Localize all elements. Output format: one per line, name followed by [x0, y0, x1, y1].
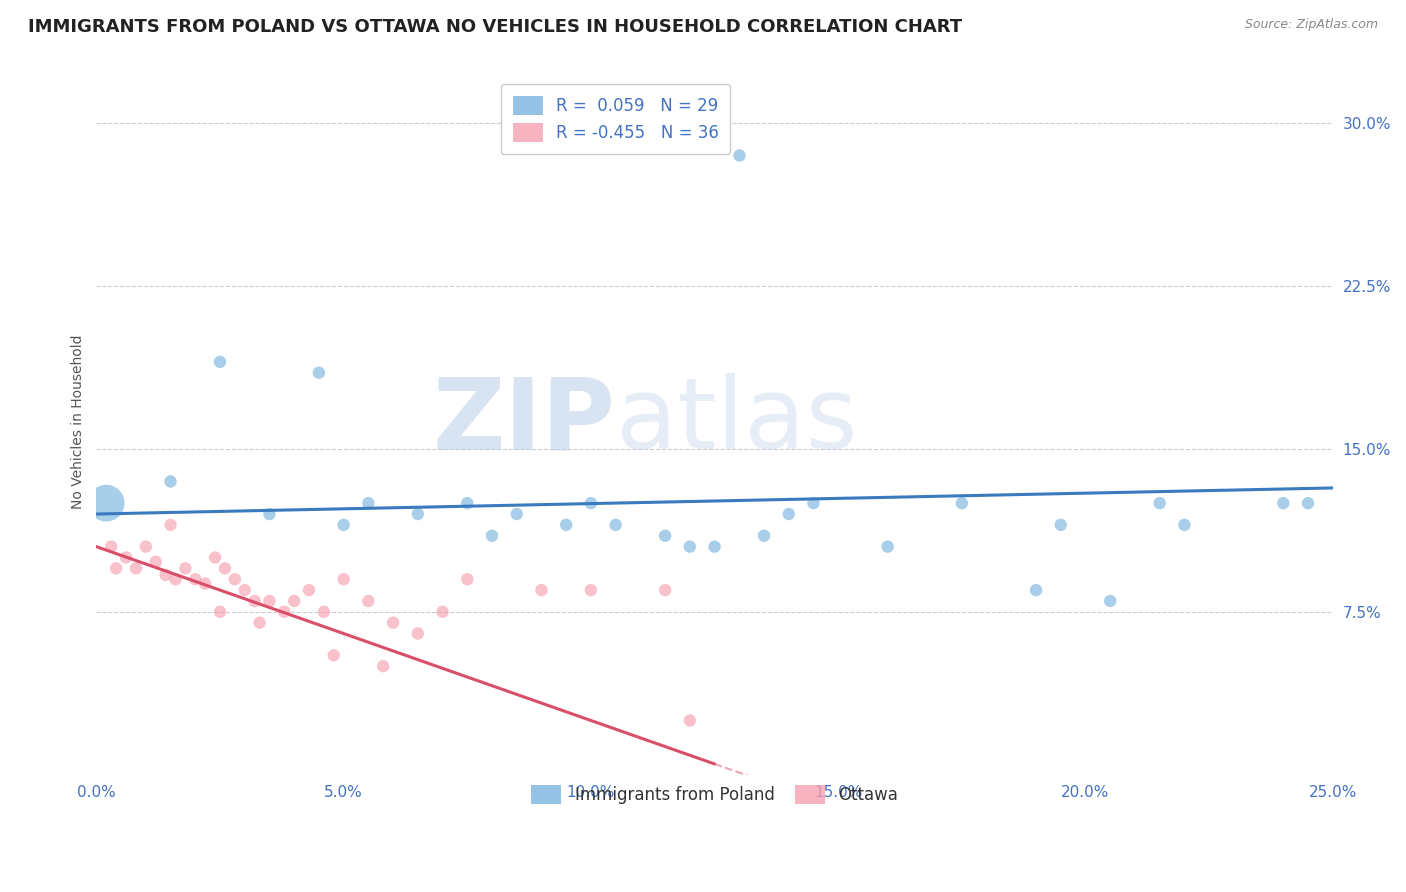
Point: [728, 148, 751, 162]
Point: [105, 561, 128, 575]
Point: [204, 550, 226, 565]
Point: [259, 594, 281, 608]
Point: [165, 572, 187, 586]
Point: [679, 540, 702, 554]
Point: [332, 572, 354, 586]
Point: [1149, 496, 1171, 510]
Point: [159, 517, 181, 532]
Point: [259, 507, 281, 521]
Point: [115, 550, 138, 565]
Point: [1272, 496, 1295, 510]
Point: [876, 540, 898, 554]
Point: [605, 517, 627, 532]
Point: [357, 594, 380, 608]
Point: [308, 366, 330, 380]
Point: [332, 517, 354, 532]
Point: [1099, 594, 1122, 608]
Point: [357, 496, 380, 510]
Text: atlas: atlas: [616, 373, 858, 470]
Text: Source: ZipAtlas.com: Source: ZipAtlas.com: [1244, 18, 1378, 31]
Point: [249, 615, 271, 630]
Point: [224, 572, 246, 586]
Point: [96, 496, 118, 510]
Point: [208, 605, 231, 619]
Point: [481, 529, 503, 543]
Point: [406, 507, 429, 521]
Point: [135, 540, 157, 554]
Point: [194, 576, 217, 591]
Point: [233, 583, 256, 598]
Legend: Immigrants from Poland, Ottawa: Immigrants from Poland, Ottawa: [520, 773, 910, 816]
Point: [298, 583, 321, 598]
Point: [312, 605, 335, 619]
Point: [803, 496, 825, 510]
Point: [752, 529, 775, 543]
Point: [506, 507, 529, 521]
Text: ZIP: ZIP: [433, 373, 616, 470]
Point: [243, 594, 266, 608]
Point: [382, 615, 405, 630]
Point: [456, 572, 478, 586]
Point: [456, 496, 478, 510]
Point: [283, 594, 305, 608]
Point: [579, 583, 602, 598]
Point: [1049, 517, 1071, 532]
Point: [432, 605, 454, 619]
Point: [555, 517, 578, 532]
Point: [125, 561, 148, 575]
Text: IMMIGRANTS FROM POLAND VS OTTAWA NO VEHICLES IN HOUSEHOLD CORRELATION CHART: IMMIGRANTS FROM POLAND VS OTTAWA NO VEHI…: [28, 18, 962, 36]
Point: [679, 714, 702, 728]
Point: [1296, 496, 1319, 510]
Point: [579, 496, 602, 510]
Point: [530, 583, 553, 598]
Point: [654, 529, 676, 543]
Point: [159, 475, 181, 489]
Point: [208, 355, 231, 369]
Point: [184, 572, 207, 586]
Point: [273, 605, 295, 619]
Point: [406, 626, 429, 640]
Point: [100, 540, 122, 554]
Point: [703, 540, 725, 554]
Point: [145, 555, 167, 569]
Point: [322, 648, 344, 663]
Point: [950, 496, 973, 510]
Point: [373, 659, 395, 673]
Y-axis label: No Vehicles in Household: No Vehicles in Household: [72, 334, 86, 509]
Point: [1025, 583, 1047, 598]
Point: [1173, 517, 1195, 532]
Point: [214, 561, 236, 575]
Point: [155, 567, 177, 582]
Point: [778, 507, 800, 521]
Point: [174, 561, 197, 575]
Point: [654, 583, 676, 598]
